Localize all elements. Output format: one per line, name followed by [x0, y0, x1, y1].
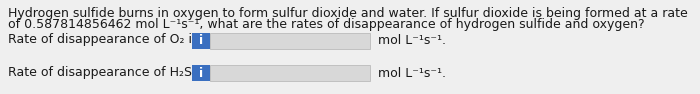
FancyBboxPatch shape — [192, 33, 210, 49]
Text: mol L⁻¹s⁻¹.: mol L⁻¹s⁻¹. — [378, 34, 446, 47]
Text: of 0.587814856462 mol L⁻¹s⁻¹, what are the rates of disappearance of hydrogen su: of 0.587814856462 mol L⁻¹s⁻¹, what are t… — [8, 18, 645, 31]
Text: i: i — [199, 34, 203, 47]
Text: i: i — [199, 67, 203, 80]
FancyBboxPatch shape — [210, 65, 370, 81]
Text: Hydrogen sulfide burns in oxygen to form sulfur dioxide and water. If sulfur dio: Hydrogen sulfide burns in oxygen to form… — [8, 7, 687, 20]
Text: mol L⁻¹s⁻¹.: mol L⁻¹s⁻¹. — [378, 67, 446, 80]
Text: Rate of disappearance of H₂S is: Rate of disappearance of H₂S is — [8, 66, 206, 79]
Text: Rate of disappearance of O₂ is: Rate of disappearance of O₂ is — [8, 33, 199, 46]
FancyBboxPatch shape — [210, 33, 370, 49]
FancyBboxPatch shape — [192, 65, 210, 81]
